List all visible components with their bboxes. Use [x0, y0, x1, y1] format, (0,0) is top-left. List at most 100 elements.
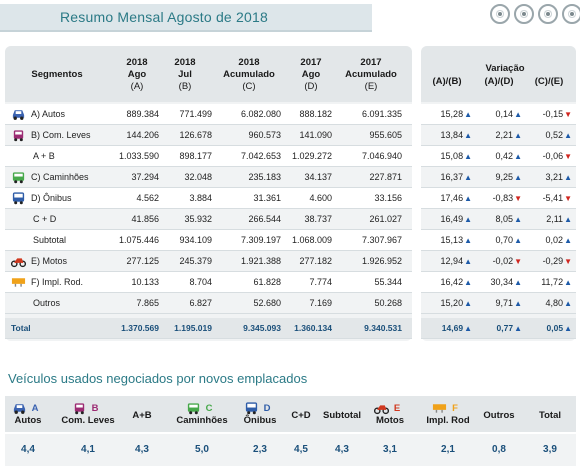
value-c: 1.921.388	[240, 256, 281, 266]
value-e: 227.871	[369, 172, 402, 182]
used-value-cell: 5,0	[195, 444, 209, 455]
value-b: 126.678	[179, 130, 212, 140]
used-value-cell: 4,3	[335, 444, 349, 455]
value-e: 9.340.531	[364, 323, 402, 333]
header-a-d: (A)/(D)	[484, 76, 514, 87]
up-arrow-icon: ▲	[514, 173, 522, 182]
value-a: 1.075.446	[118, 235, 159, 245]
value-e: 955.605	[369, 130, 402, 140]
header-a-b: (A)/(B)	[432, 76, 462, 87]
up-arrow-icon: ▲	[464, 257, 472, 266]
down-arrow-icon: ▼	[514, 194, 522, 203]
variation-ad: 9,71▲	[495, 298, 522, 308]
van-icon	[11, 128, 26, 142]
down-arrow-icon: ▼	[564, 110, 572, 119]
segment-label: Outros	[33, 298, 61, 308]
trailer-icon	[11, 275, 26, 289]
variation-ab: 17,46▲	[440, 193, 472, 203]
used-header-cell: Total	[539, 410, 561, 421]
up-arrow-icon: ▲	[514, 324, 522, 333]
value-d: 141.090	[299, 130, 332, 140]
header-2017-acumulado: 2017 Acumulado (E)	[345, 57, 397, 92]
variation-ab: 15,13▲	[440, 235, 472, 245]
variation-ab: 15,20▲	[440, 298, 472, 308]
value-a: 1.033.590	[118, 151, 159, 161]
down-arrow-icon: ▼	[564, 194, 572, 203]
variation-ab: 15,08▲	[440, 151, 472, 161]
wheel-icon	[538, 4, 558, 24]
bus-icon	[244, 401, 259, 415]
table-row: Subtotal 1.075.446 934.109 7.309.197 1.068.0…	[5, 230, 576, 251]
header-variacao: Variação	[485, 63, 525, 74]
variation-ab: 15,28▲	[440, 109, 472, 119]
used-header-cell: E Motos	[376, 403, 404, 426]
segment-label: E) Motos	[31, 256, 68, 266]
value-c: 9.345.093	[243, 323, 281, 333]
up-arrow-icon: ▲	[464, 131, 472, 140]
value-b: 8.704	[189, 277, 212, 287]
used-vehicles-title: Veículos usados negociados por novos emp…	[8, 371, 308, 386]
variation-table-header	[421, 46, 576, 102]
up-arrow-icon: ▲	[464, 173, 472, 182]
value-a: 144.206	[126, 130, 159, 140]
value-a: 889.384	[126, 109, 159, 119]
variation-ad: 30,34▲	[490, 277, 522, 287]
value-b: 771.499	[179, 109, 212, 119]
table-row: Outros 7.865 6.827 52.680 7.169 50.268 15,20▲ 9…	[5, 293, 576, 314]
table-row: A + B 1.033.590 898.177 7.042.653 1.029.272 7…	[5, 146, 576, 167]
used-value-cell: 4,1	[81, 444, 95, 455]
header-2018-jul: 2018 Jul (B)	[174, 57, 196, 92]
wheel-icon	[490, 4, 510, 24]
variation-ad: 9,25▲	[495, 172, 522, 182]
variation-ce: 4,80▲	[545, 298, 572, 308]
value-d: 1.068.009	[291, 235, 332, 245]
value-d: 277.182	[299, 256, 332, 266]
used-header-cell: C Caminhões	[176, 403, 228, 426]
segment-label: C) Caminhões	[31, 172, 89, 182]
value-e: 6.091.335	[361, 109, 402, 119]
variation-ce: -0,06▼	[542, 151, 572, 161]
car-icon	[12, 401, 27, 414]
up-arrow-icon: ▲	[514, 215, 522, 224]
variation-ad: 8,05▲	[495, 214, 522, 224]
used-vehicles-body	[5, 434, 576, 466]
up-arrow-icon: ▲	[464, 236, 472, 245]
summary-table-header	[5, 46, 412, 102]
variation-ce: -0,29▼	[542, 256, 572, 266]
value-d: 888.182	[299, 109, 332, 119]
segment-label: Subtotal	[33, 235, 67, 245]
table-row: A) Autos 889.384 771.499 6.082.080 888.182 6.…	[5, 104, 576, 125]
header-segmentos: Segmentos	[31, 69, 83, 80]
value-a: 10.133	[131, 277, 159, 287]
used-header-cell: B Com. Leves	[61, 403, 115, 426]
variation-ad: 0,42▲	[495, 151, 522, 161]
value-e: 261.027	[369, 214, 402, 224]
up-arrow-icon: ▲	[464, 110, 472, 119]
down-arrow-icon: ▼	[564, 152, 572, 161]
value-d: 34.137	[304, 172, 332, 182]
variation-ce: 0,52▲	[545, 130, 572, 140]
segment-label: B) Com. Leves	[31, 130, 91, 140]
header-bar	[0, 4, 372, 32]
variation-ab: 16,42▲	[440, 277, 472, 287]
value-b: 35.932	[184, 214, 212, 224]
car-icon	[11, 107, 26, 121]
used-value-cell: 4,5	[294, 444, 308, 455]
segment-label: C + D	[33, 214, 57, 224]
used-header-cell: C+D	[291, 410, 311, 421]
up-arrow-icon: ▲	[564, 215, 572, 224]
header-2018-ago: 2018 Ago (A)	[126, 57, 148, 92]
segment-label: A + B	[33, 151, 55, 161]
up-arrow-icon: ▲	[464, 152, 472, 161]
value-c: 7.309.197	[240, 235, 281, 245]
value-e: 33.156	[374, 193, 402, 203]
up-arrow-icon: ▲	[464, 278, 472, 287]
wheel-icon	[562, 4, 580, 24]
header-2017-ago: 2017 Ago (D)	[300, 57, 322, 92]
value-b: 245.379	[179, 256, 212, 266]
segment-label: Total	[11, 323, 31, 333]
variation-ad: 0,77▲	[496, 323, 522, 333]
value-d: 1.029.272	[291, 151, 332, 161]
used-header-cell: Outros	[483, 410, 515, 421]
variation-ad: 2,21▲	[495, 130, 522, 140]
